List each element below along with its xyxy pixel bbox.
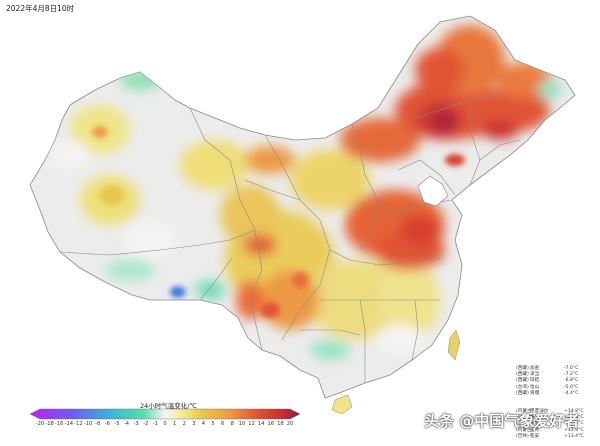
legend-tick-label: -10 (83, 421, 93, 427)
legend-title: 24小时气温变化/℃ (140, 402, 197, 410)
station-value: +14.5°C (564, 421, 584, 427)
station-value: -7.2°C (564, 372, 579, 378)
station-stats: (西藏) 加查 -7.6°C (西藏) 泽当 -7.2°C (西藏) 琼结 -6.8°C (台湾)… (516, 366, 600, 440)
legend-tick-label: 18 (277, 421, 284, 427)
legend-tick-label: 3 (192, 421, 196, 427)
watermark: 头条 @中国气象爱好者 (424, 412, 580, 430)
station-value: +13.9°C (564, 427, 584, 433)
station-station: 巴彦淖尔 (530, 409, 549, 415)
legend-tick-label: 12 (248, 421, 255, 427)
station-row: (西藏) 加查 -7.6°C (516, 366, 600, 372)
legend-tick-label: -8 (95, 421, 101, 427)
legend-tick-label: 14 (257, 421, 265, 427)
legend-tick-label: -18 (45, 421, 54, 427)
station-station: 加查 (530, 366, 540, 371)
station-province: (西藏) (516, 378, 529, 384)
legend-scale (29, 408, 301, 420)
legend-tick-label: 4 (201, 421, 206, 427)
map-title: 2022年4月8日10时 (6, 4, 75, 13)
province-boundaries (59, 94, 521, 383)
legend-tick-label: 8 (230, 421, 234, 427)
station-province: (内蒙古) (516, 409, 534, 415)
station-station: 临河 (530, 415, 540, 421)
station-province: (内蒙古) (516, 427, 534, 433)
legend-tick-label: 2 (182, 421, 186, 427)
station-station: 琼结 (530, 378, 540, 384)
legend-tick-label: -3 (133, 421, 139, 427)
station-value: -7.6°C (564, 366, 579, 371)
station-province: (西藏) (516, 372, 529, 378)
legend-tick-label: 5 (211, 421, 215, 427)
station-station: 乾安 (530, 433, 540, 439)
legend-tick-label: -4 (123, 421, 130, 427)
station-value: -5.0°C (564, 384, 579, 390)
station-station: 贡嘎 (530, 390, 540, 396)
station-row: (西藏) 贡嘎 -4.4°C (516, 391, 600, 397)
station-station: 扶余 (530, 421, 540, 427)
legend-tick-label: 0 (163, 421, 167, 427)
station-station: 泽当 (530, 372, 540, 378)
station-province: (吉林) (516, 433, 529, 439)
station-province: (台湾) (516, 384, 529, 390)
hainan-island (331, 394, 353, 415)
station-value: -6.8°C (564, 378, 579, 384)
station-row: (吉林) 扶余 +14.5°C (516, 421, 600, 427)
bohai-sea (417, 175, 449, 207)
taiwan-island (447, 329, 461, 361)
legend-tick-label: -16 (54, 421, 64, 427)
station-province: (内蒙古) (516, 415, 534, 421)
station-province: (西藏) (516, 366, 529, 371)
station-row: (台湾) 恒山 -5.0°C (516, 385, 600, 391)
station-province: (西藏) (516, 390, 529, 396)
temperature-field (50, 25, 562, 360)
cold-stations-list: (西藏) 加查 -7.6°C (西藏) 泽当 -7.2°C (西藏) 琼结 -6.8°C (台湾)… (516, 366, 600, 397)
legend-tick-label: -5 (114, 421, 120, 427)
legend-tick-label: 16 (267, 421, 275, 427)
station-row: (内蒙古) 临河 +14.6°C (516, 415, 600, 421)
legend-tick-label: -14 (64, 421, 74, 427)
station-value: +14.8°C (564, 409, 584, 415)
station-station: 五原 (530, 427, 540, 433)
legend-tick-label: 6 (221, 421, 225, 427)
legend-tick-label: 1 (172, 421, 177, 427)
station-value: -4.4°C (564, 390, 579, 396)
station-station: 恒山 (530, 384, 540, 390)
station-row: (内蒙古) 巴彦淖尔 +14.8°C (516, 409, 600, 415)
legend-tick-label: -1 (152, 421, 158, 427)
legend-tick-label: 20 (286, 421, 294, 427)
station-row: (内蒙古) 五原 +13.9°C (516, 428, 600, 434)
legend-tick-label: -12 (74, 421, 83, 427)
legend-tick-label: -20 (35, 421, 45, 427)
legend-ticks: -20 -18 -16 -14 -12 -10 -8 -6 -5 -4 -3 -2 -1 0 1 2 3 4 5 6 8… (36, 421, 294, 429)
legend-tick-label: -6 (104, 421, 110, 427)
station-row: (西藏) 泽当 -7.2°C (516, 372, 600, 378)
warm-stations-list: (内蒙古) 巴彦淖尔 +14.8°C (内蒙古) 临河 +14.6°C (吉林) 扶余 +14.… (516, 409, 600, 440)
station-value: +14.6°C (564, 415, 584, 421)
station-row: (西藏) 琼结 -6.8°C (516, 378, 600, 384)
legend-tick-label: -2 (143, 421, 149, 427)
station-row: (吉林) 乾安 +13.4°C (516, 434, 600, 440)
legend-tick-label: 10 (238, 421, 246, 427)
station-province: (吉林) (516, 421, 529, 427)
station-value: +13.4°C (564, 433, 584, 439)
